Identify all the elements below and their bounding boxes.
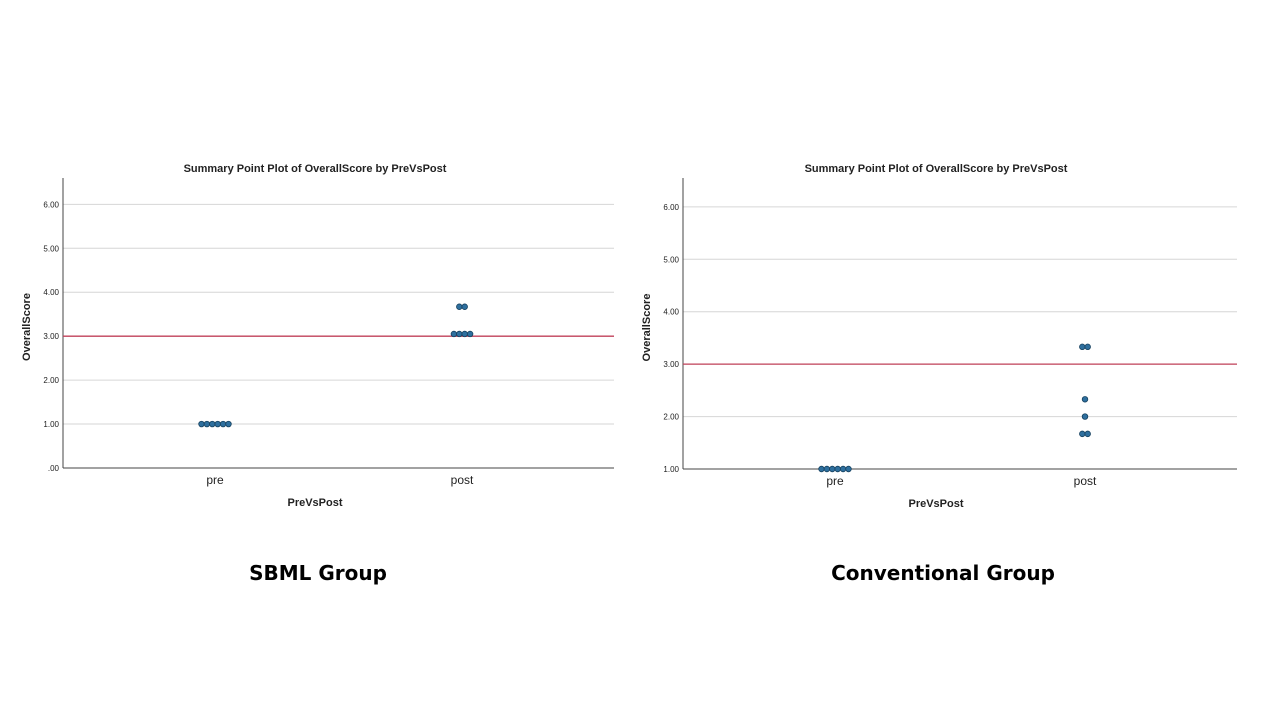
sbml-data-point-post <box>466 330 474 338</box>
sbml-data-point-pre <box>209 420 216 428</box>
conventional-data-point-post <box>1079 430 1086 438</box>
sbml-x-axis-label: PreVsPost <box>287 497 342 509</box>
conventional-data-point-pre <box>839 465 847 473</box>
conventional-data-point-pre <box>829 465 836 473</box>
conventional-y-tick-label: 2.00 <box>663 413 679 422</box>
conventional-data-point-post <box>1081 413 1089 420</box>
sbml-y-tick-label: 6.00 <box>43 200 59 209</box>
conventional-category-label-post: post <box>1074 474 1097 488</box>
sbml-data-point-post <box>450 330 458 338</box>
conventional-chart: 1.00 2.00 3.00 4.00 5.00 6.00 pre post Summary P… <box>641 163 1237 510</box>
sbml-y-tick-label: 2.00 <box>43 376 59 385</box>
conventional-data-point-post <box>1084 430 1091 438</box>
conventional-y-tick-label: 1.00 <box>663 465 679 474</box>
sbml-group-caption: SBML Group <box>249 561 387 585</box>
conventional-category-label-pre: pre <box>826 474 844 488</box>
conventional-data-point-post <box>1084 343 1091 351</box>
sbml-y-tick-label: 1.00 <box>43 420 59 429</box>
conventional-data-point-pre <box>823 465 831 473</box>
conventional-y-tick-label: 6.00 <box>663 203 679 212</box>
sbml-data-point-post <box>456 303 463 310</box>
sbml-chart: .00 1.00 2.00 3.00 4.00 5.00 6.00 pre post Summar… <box>21 163 614 509</box>
sbml-data-point-post <box>461 303 468 310</box>
sbml-data-point-pre <box>219 420 227 428</box>
sbml-y-tick-label: 4.00 <box>43 288 59 297</box>
conventional-y-tick-label: 5.00 <box>663 255 679 264</box>
conventional-chart-title: Summary Point Plot of OverallScore by Pr… <box>805 163 1068 175</box>
conventional-y-axis-label: OverallScore <box>641 294 653 362</box>
sbml-data-point-pre <box>214 420 221 428</box>
conventional-data-point-pre <box>845 465 852 473</box>
conventional-data-point-pre <box>818 465 825 473</box>
sbml-data-point-post <box>456 330 463 338</box>
sbml-category-label-post: post <box>451 473 474 487</box>
conventional-data-point-pre <box>834 465 841 473</box>
conventional-y-tick-label: 4.00 <box>663 308 679 317</box>
sbml-data-point-pre <box>203 420 211 428</box>
conventional-data-point-post <box>1079 343 1086 351</box>
sbml-data-point-pre <box>198 420 205 428</box>
sbml-y-tick-label: .00 <box>48 464 60 473</box>
sbml-y-tick-label: 3.00 <box>43 332 59 341</box>
sbml-y-tick-label: 5.00 <box>43 244 59 253</box>
sbml-y-axis-label: OverallScore <box>21 293 33 361</box>
conventional-x-axis-label: PreVsPost <box>908 498 963 510</box>
sbml-chart-title: Summary Point Plot of OverallScore by Pr… <box>184 163 447 175</box>
sbml-data-point-post <box>461 330 468 338</box>
conventional-y-tick-label: 3.00 <box>663 360 679 369</box>
sbml-category-label-pre: pre <box>206 473 224 487</box>
conventional-data-point-post <box>1081 396 1089 403</box>
sbml-data-point-pre <box>225 420 232 428</box>
conventional-group-caption: Conventional Group <box>831 561 1055 585</box>
